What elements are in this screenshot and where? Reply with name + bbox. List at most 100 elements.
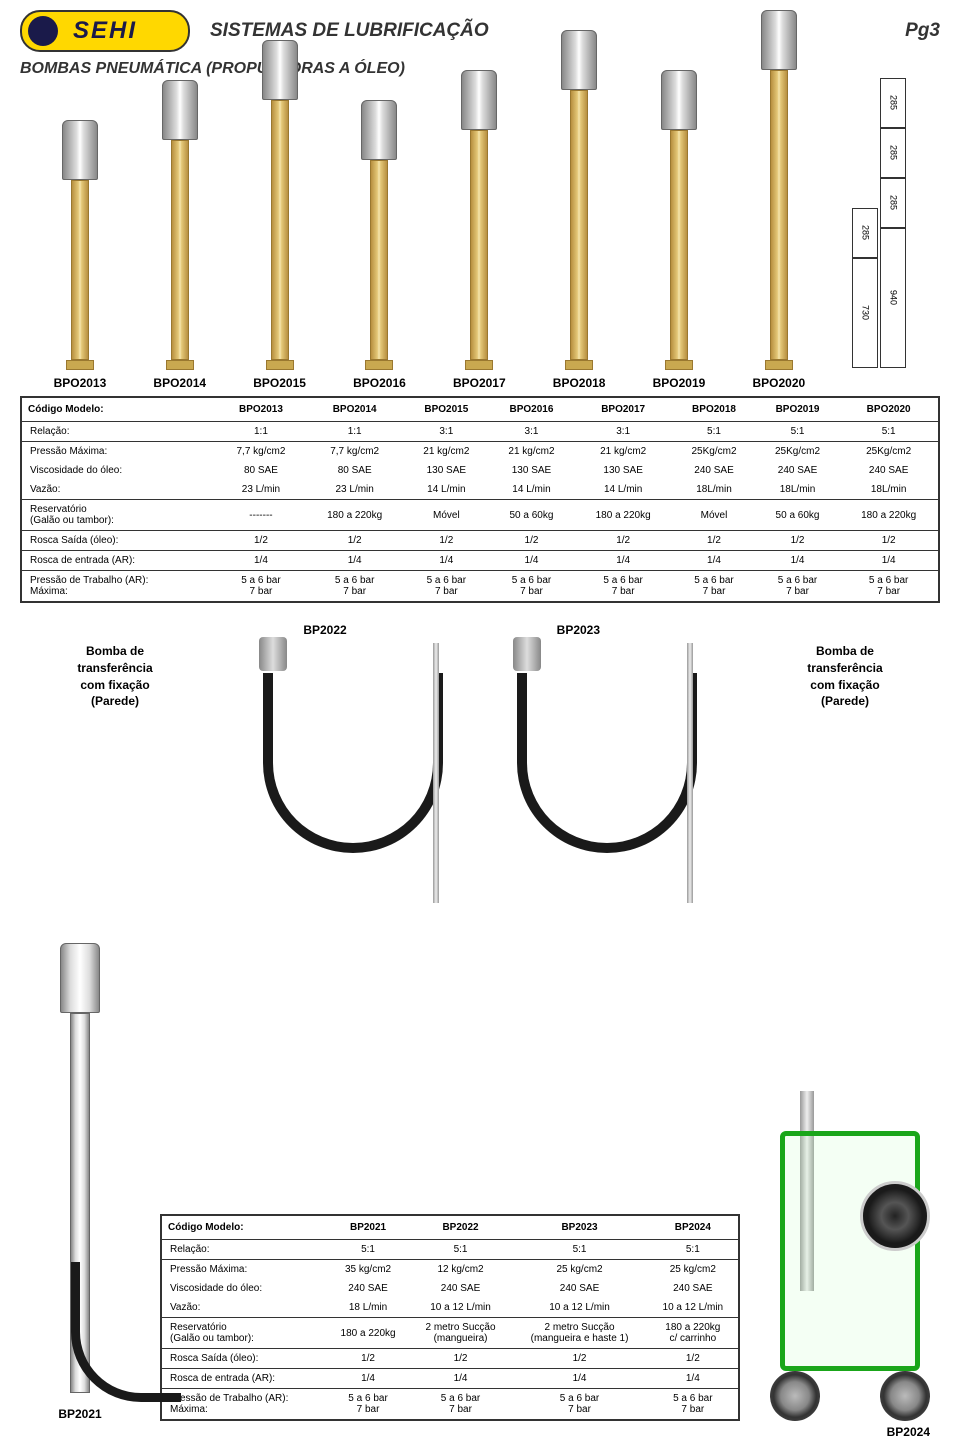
- spec-cell: 5 a 6 bar7 bar: [326, 1389, 409, 1421]
- pump-head-icon: [60, 943, 100, 1013]
- spec-row-label: Relação:: [161, 1240, 326, 1260]
- spec-cell: 18L/min: [672, 480, 756, 500]
- page-title: SISTEMAS DE LUBRIFICAÇÃO: [210, 20, 489, 42]
- hose-icon: [517, 673, 697, 853]
- code-bp2023: BP2023: [557, 623, 600, 637]
- spec-cell: 5 a 6 bar7 bar: [648, 1389, 739, 1421]
- spec-cell: 21 kg/cm2: [404, 442, 489, 462]
- spec-cell: 130 SAE: [489, 461, 574, 480]
- spec-cell: 240 SAE: [756, 461, 840, 480]
- spec-cell: BP2023: [511, 1215, 647, 1240]
- spec-cell: 1/2: [672, 531, 756, 551]
- page-number: Pg3: [905, 20, 940, 42]
- spec-cell: 50 a 60kg: [489, 500, 574, 531]
- hose-reel-icon: [860, 1181, 930, 1251]
- spec-cell: 1/2: [574, 531, 672, 551]
- spec-cell: 25 kg/cm2: [511, 1260, 647, 1280]
- bottom-section: BP2021 Código Modelo:BP2021BP2022BP2023B…: [20, 943, 940, 1421]
- pump-body-icon: [70, 1013, 90, 1393]
- spec-cell: BPO2016: [489, 397, 574, 422]
- pump-label: BPO2014: [153, 376, 206, 390]
- spec-cell: 1/2: [839, 531, 939, 551]
- spec-row-label: Código Modelo:: [21, 397, 216, 422]
- spec-row-label: Código Modelo:: [161, 1215, 326, 1240]
- spec-cell: 5:1: [672, 422, 756, 442]
- spec-cell: BP2022: [410, 1215, 512, 1240]
- spec-cell: 1:1: [306, 422, 404, 442]
- spec-cell: 1/2: [306, 531, 404, 551]
- hose-icon: [263, 673, 443, 853]
- spec-cell: 14 L/min: [404, 480, 489, 500]
- pump-head-icon: [62, 120, 98, 180]
- spec-cell: 50 a 60kg: [756, 500, 840, 531]
- pump-head-icon: [661, 70, 697, 130]
- spec-row-label: Viscosidade do óleo:: [161, 1279, 326, 1298]
- pump-image: BPO2017: [453, 70, 506, 390]
- spec-cell: 25Kg/cm2: [756, 442, 840, 462]
- spec-cell: 240 SAE: [511, 1279, 647, 1298]
- transfer-label-left: Bomba detransferênciacom fixação(Parede): [40, 643, 190, 710]
- pump-image: BPO2013: [54, 120, 107, 390]
- wheel-icon: [880, 1371, 930, 1421]
- spec-cell: 1/4: [756, 551, 840, 571]
- spec-row-label: Reservatório(Galão ou tambor):: [21, 500, 216, 531]
- pump-label: BPO2015: [253, 376, 306, 390]
- spec-row-label: Pressão de Trabalho (AR):Máxima:: [21, 571, 216, 603]
- dim-value: 285: [880, 128, 906, 178]
- wand-icon: [687, 643, 693, 903]
- spec-cell: 7,7 kg/cm2: [306, 442, 404, 462]
- pump-image: BPO2020: [752, 10, 805, 390]
- spec-cell: BPO2013: [216, 397, 305, 422]
- cart-bp2024-image: BP2024: [760, 1121, 940, 1421]
- spec-cell: Móvel: [404, 500, 489, 531]
- spec-cell: 1/2: [756, 531, 840, 551]
- spec-cell: 3:1: [404, 422, 489, 442]
- spec-cell: 1/2: [216, 531, 305, 551]
- spec-cell: 1/4: [404, 551, 489, 571]
- spec-cell: BP2024: [648, 1215, 739, 1240]
- spec-cell: 25 kg/cm2: [648, 1260, 739, 1280]
- pump-base-icon: [765, 360, 793, 370]
- spec-cell: 12 kg/cm2: [410, 1260, 512, 1280]
- transfer-pump-image-left: BP2022: [263, 623, 443, 903]
- spec-cell: 240 SAE: [410, 1279, 512, 1298]
- spec-cell: 10 a 12 L/min: [511, 1298, 647, 1318]
- spec-cell: Móvel: [672, 500, 756, 531]
- spec-cell: 1/4: [489, 551, 574, 571]
- spec-cell: 240 SAE: [839, 461, 939, 480]
- spec-cell: 1/4: [648, 1369, 739, 1389]
- spec-cell: 1/4: [839, 551, 939, 571]
- pump-label: BPO2020: [752, 376, 805, 390]
- spec-cell: 180 a 220kg: [326, 1318, 409, 1349]
- spec-row-label: Viscosidade do óleo:: [21, 461, 216, 480]
- spec-cell: 5:1: [511, 1240, 647, 1260]
- spec-cell: 5:1: [326, 1240, 409, 1260]
- logo-text: SEHI: [73, 17, 137, 45]
- dimension-diagram: 285730285285285940: [852, 78, 906, 390]
- pump-image: BPO2015: [253, 40, 306, 390]
- spec-cell: 1/2: [489, 531, 574, 551]
- wand-icon: [433, 643, 439, 903]
- pump-body-icon: [171, 140, 189, 360]
- spec-cell: 1/2: [404, 531, 489, 551]
- pump-base-icon: [465, 360, 493, 370]
- label-bp2021: BP2021: [58, 1407, 101, 1421]
- pump-body-icon: [71, 180, 89, 360]
- spec-row-label: Vazão:: [21, 480, 216, 500]
- spec-cell: 5:1: [756, 422, 840, 442]
- pump-head-icon: [162, 80, 198, 140]
- pump-body-icon: [470, 130, 488, 360]
- pump-head-icon: [361, 100, 397, 160]
- pump-base-icon: [365, 360, 393, 370]
- spec-cell: 1/4: [511, 1369, 647, 1389]
- spec-row-label: Vazão:: [161, 1298, 326, 1318]
- spec-cell: 1/4: [574, 551, 672, 571]
- transfer-label-right: Bomba detransferênciacom fixação(Parede): [770, 643, 920, 710]
- wheel-icon: [770, 1371, 820, 1421]
- spec-cell: 35 kg/cm2: [326, 1260, 409, 1280]
- spec-row-label: Pressão Máxima:: [21, 442, 216, 462]
- spec-cell: 130 SAE: [574, 461, 672, 480]
- transfer-pump-image-right: BP2023: [517, 623, 697, 903]
- spec-cell: 1/4: [306, 551, 404, 571]
- spec-cell: BPO2020: [839, 397, 939, 422]
